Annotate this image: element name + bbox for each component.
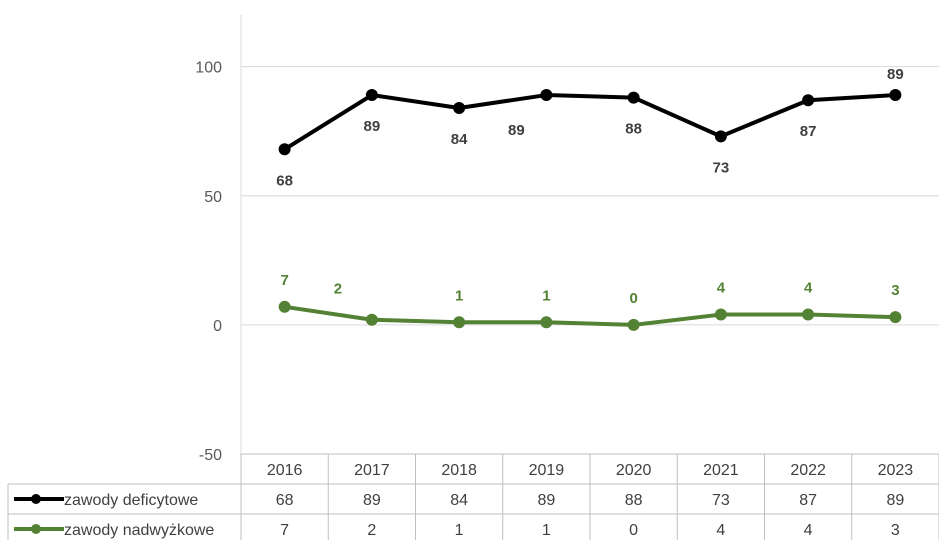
y-tick-label: 100 bbox=[195, 60, 222, 77]
x-tick-label: 2019 bbox=[529, 462, 565, 479]
x-tick-label: 2016 bbox=[267, 462, 303, 479]
data-label: 3 bbox=[891, 282, 899, 299]
data-label: 1 bbox=[542, 287, 550, 304]
data-label: 87 bbox=[800, 123, 817, 140]
data-point bbox=[278, 300, 291, 313]
data-label: 4 bbox=[717, 280, 726, 297]
x-tick-label: 2023 bbox=[878, 462, 914, 479]
data-point bbox=[627, 318, 640, 331]
data-point bbox=[802, 94, 815, 107]
data-label: 89 bbox=[508, 122, 525, 139]
data-point bbox=[278, 143, 291, 156]
data-point bbox=[627, 91, 640, 104]
y-tick-label: 0 bbox=[213, 318, 222, 335]
table-cell-value: 4 bbox=[716, 522, 725, 539]
table-cell-value: 89 bbox=[363, 492, 381, 509]
x-tick-label: 2017 bbox=[354, 462, 390, 479]
x-tick-label: 2020 bbox=[616, 462, 652, 479]
data-point bbox=[714, 130, 727, 143]
table-cell-value: 1 bbox=[542, 522, 551, 539]
series-line bbox=[283, 93, 896, 151]
data-label: 89 bbox=[364, 118, 381, 135]
data-label: 7 bbox=[280, 272, 288, 289]
legend-marker bbox=[31, 494, 41, 504]
data-point bbox=[889, 89, 902, 102]
data-label: 4 bbox=[804, 280, 813, 297]
data-point bbox=[714, 308, 727, 321]
table-cell-value: 84 bbox=[450, 492, 468, 509]
series-line bbox=[284, 304, 896, 327]
data-label: 88 bbox=[625, 121, 642, 138]
x-tick-label: 2018 bbox=[441, 462, 477, 479]
table-cell-value: 7 bbox=[280, 522, 289, 539]
table-cell-value: 87 bbox=[799, 492, 817, 509]
table-cell-value: 73 bbox=[712, 492, 730, 509]
gridlines bbox=[240, 15, 939, 454]
series-layer: 68 89 84 89 88 73 87 89 7 2 1 1 0 4 4 3 bbox=[276, 66, 904, 331]
legend-marker bbox=[31, 524, 41, 534]
data-point bbox=[540, 89, 553, 102]
y-tick-label: 50 bbox=[204, 189, 222, 206]
table-cell-value: 2 bbox=[367, 522, 376, 539]
data-point bbox=[889, 311, 902, 324]
y-tick-label: -50 bbox=[199, 447, 222, 464]
legend-label: zawody deficytowe bbox=[64, 492, 198, 509]
data-point bbox=[365, 313, 378, 326]
x-tick-label: 2021 bbox=[703, 462, 739, 479]
data-label: 89 bbox=[887, 66, 904, 83]
table-cell-value: 89 bbox=[886, 492, 904, 509]
y-axis: 100 50 0 -50 bbox=[195, 60, 222, 464]
table-cell-value: 88 bbox=[625, 492, 643, 509]
data-point bbox=[365, 89, 378, 102]
data-label: 0 bbox=[629, 290, 637, 307]
legend-label: zawody nadwyżkowe bbox=[64, 522, 214, 539]
data-label: 73 bbox=[713, 159, 730, 176]
table-cell-value: 3 bbox=[891, 522, 900, 539]
table-cell-value: 1 bbox=[455, 522, 464, 539]
data-label: 2 bbox=[334, 281, 342, 298]
table-cell-value: 68 bbox=[276, 492, 294, 509]
data-point bbox=[453, 316, 466, 329]
table-cell-value: 0 bbox=[629, 522, 638, 539]
data-point bbox=[453, 101, 466, 114]
data-label: 68 bbox=[276, 172, 293, 189]
table-cell-value: 89 bbox=[537, 492, 555, 509]
data-point bbox=[802, 308, 815, 321]
data-label: 84 bbox=[451, 131, 468, 148]
table-cell-value: 4 bbox=[804, 522, 813, 539]
data-label: 1 bbox=[455, 287, 463, 304]
data-point bbox=[540, 316, 553, 329]
x-tick-label: 2022 bbox=[790, 462, 826, 479]
